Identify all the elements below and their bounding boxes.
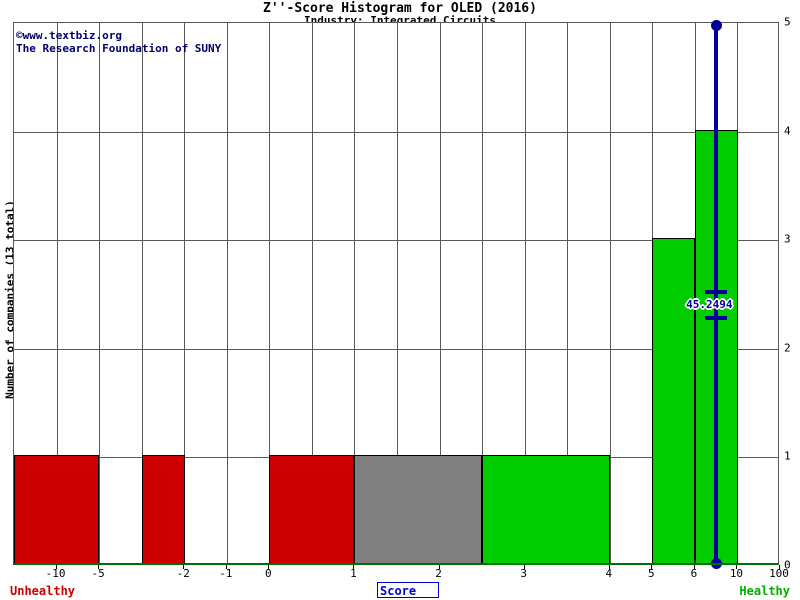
- gridline-horizontal: [14, 132, 778, 133]
- gridline-vertical: [184, 23, 185, 564]
- gridline-vertical: [99, 23, 100, 564]
- x-tick-mark: [268, 565, 270, 569]
- gridline-vertical: [440, 23, 441, 564]
- x-tick-label: 0: [265, 567, 272, 580]
- histogram-bar: [142, 455, 185, 564]
- plot-area: 45.2494: [13, 20, 779, 569]
- y-tick-label: 5: [784, 15, 791, 29]
- score-label: Score: [380, 584, 417, 598]
- x-tick-mark: [523, 565, 525, 569]
- histogram-bar: [652, 238, 695, 564]
- gridline-vertical: [354, 23, 355, 564]
- gridline-vertical: [397, 23, 398, 564]
- credit-line-2: The Research Foundation of SUNY: [16, 42, 222, 55]
- gridline-vertical: [525, 23, 526, 564]
- x-tick-mark: [779, 565, 780, 569]
- marker-cap-bottom: [705, 316, 728, 320]
- x-tick-label: 4: [605, 567, 613, 580]
- x-tick-mark: [736, 565, 738, 569]
- x-tick-mark: [225, 565, 227, 569]
- x-tick-label: 100: [769, 567, 789, 580]
- x-tick-mark: [651, 565, 653, 569]
- x-tick-mark: [608, 565, 610, 569]
- baseline: [13, 563, 779, 565]
- marker-cap-top: [705, 290, 728, 294]
- gridline-vertical: [57, 23, 58, 564]
- histogram-bar: [354, 455, 482, 564]
- x-tick-label: -2: [176, 567, 190, 580]
- x-tick-label: 10: [729, 567, 744, 580]
- gridline-horizontal: [14, 349, 778, 350]
- x-tick-mark: [353, 565, 355, 569]
- x-tick-mark: [55, 565, 57, 569]
- x-tick-label: -1: [219, 567, 233, 580]
- x-tick-mark: [438, 565, 440, 569]
- marker-line: [714, 23, 719, 566]
- credit-line-1: ©www.textbiz.org: [16, 29, 122, 42]
- gridline-horizontal: [14, 240, 778, 241]
- x-tick-mark: [98, 565, 100, 569]
- x-tick-label: -5: [91, 567, 105, 580]
- gridline-vertical: [567, 23, 568, 564]
- x-tick-label: 6: [690, 567, 698, 580]
- x-tick-label: 1: [350, 567, 357, 580]
- x-tick-mark: [183, 565, 185, 569]
- gridline-vertical: [610, 23, 611, 564]
- marker-value-label: 45.2494: [686, 298, 733, 311]
- gridline-vertical: [142, 23, 143, 564]
- marker-dot-top: [710, 20, 722, 31]
- x-tick-label: 2: [435, 567, 442, 580]
- y-tick-label: 4: [784, 124, 791, 138]
- gridline-vertical: [312, 23, 313, 564]
- score-label-box: [377, 582, 439, 598]
- gridline-vertical: [269, 23, 270, 564]
- chart-title: Z''-Score Histogram for OLED (2016): [263, 1, 537, 16]
- histogram-bar: [482, 455, 610, 564]
- x-tick-mark: [693, 565, 695, 569]
- x-tick-label: 3: [520, 567, 527, 580]
- unhealthy-label: Unhealthy: [10, 584, 76, 598]
- gridline-vertical: [227, 23, 228, 564]
- x-tick-label: 5: [648, 567, 655, 580]
- y-tick-label: 0: [784, 558, 791, 572]
- healthy-label: Healthy: [739, 584, 790, 598]
- x-tick-label: -10: [45, 567, 66, 580]
- histogram-bar: [269, 455, 354, 564]
- histogram-bar: [14, 455, 99, 564]
- y-tick-label: 1: [784, 449, 791, 463]
- y-tick-label: 2: [784, 341, 791, 355]
- gridline-vertical: [482, 23, 483, 564]
- y-tick-label: 3: [784, 232, 791, 246]
